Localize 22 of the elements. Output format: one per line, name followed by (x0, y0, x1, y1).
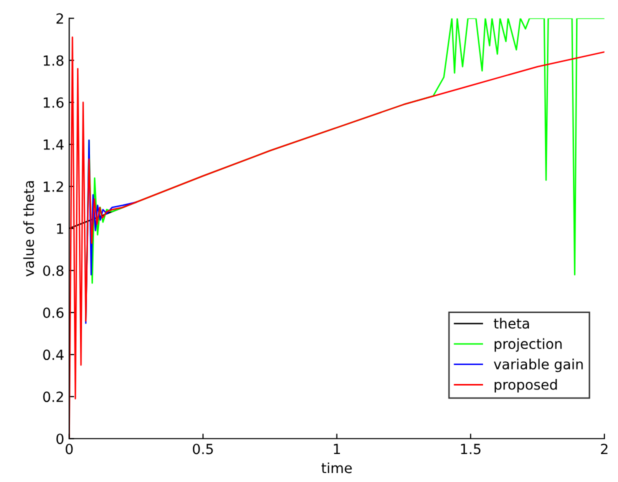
y-tick-label: 1.2 (44, 181, 63, 192)
x-tick-label: 0 (66, 444, 73, 454)
y-tick-label: 1 (57, 224, 64, 234)
legend-label: theta (494, 318, 529, 329)
y-tick-label: 0 (56, 434, 64, 444)
y-tick-label: 2 (56, 13, 63, 24)
y-axis-title: value of theta (23, 181, 34, 277)
y-tick-label: 0.2 (43, 392, 63, 402)
legend-label: variable gain (494, 358, 583, 372)
x-axis-title: time (321, 462, 352, 474)
y-tick-label: 0.4 (43, 350, 64, 360)
x-tick-label: 0.5 (192, 444, 213, 454)
y-tick-label: 0.8 (43, 265, 64, 276)
legend-label: projection (494, 338, 562, 352)
legend-label: proposed (494, 379, 557, 392)
y-tick-label: 1.6 (44, 97, 64, 108)
x-tick-label: 1 (334, 444, 340, 454)
x-tick-label: 1.5 (461, 444, 480, 454)
y-tick-label: 1.8 (44, 55, 64, 66)
y-tick-label: 1.4 (44, 140, 64, 150)
y-tick-label: 0.6 (43, 307, 64, 318)
x-tick-label: 2 (601, 444, 608, 454)
